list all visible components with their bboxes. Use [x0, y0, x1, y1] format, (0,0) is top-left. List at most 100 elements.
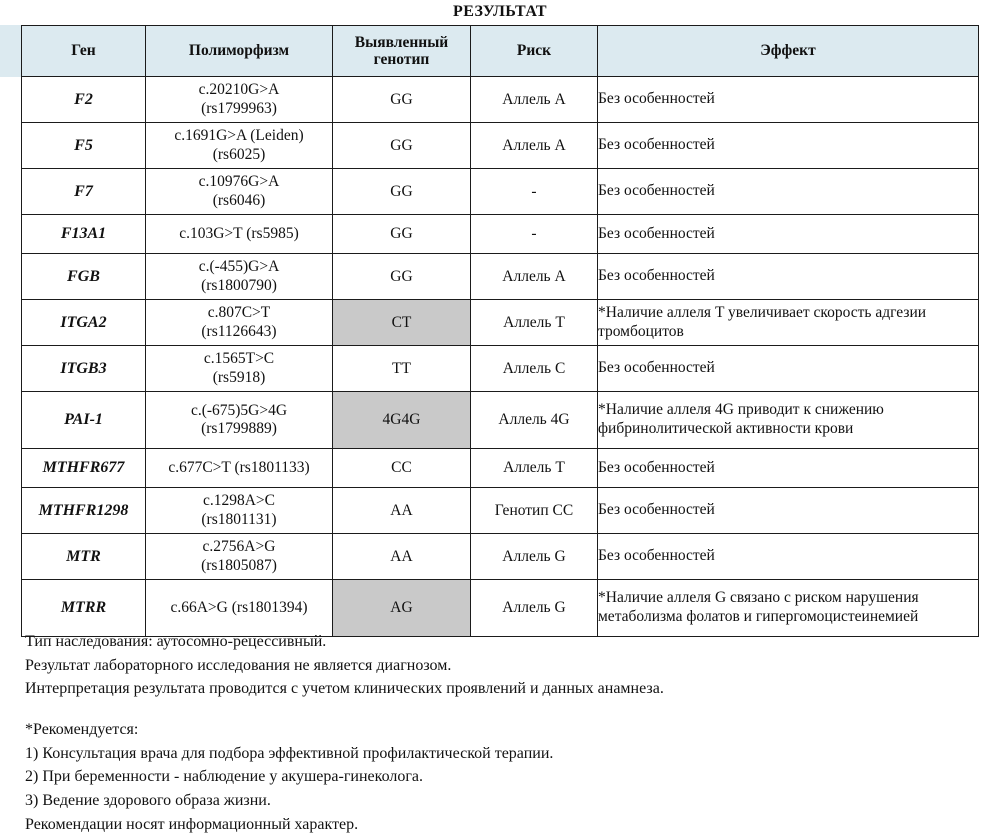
polymorphism-line2: (rs6025)	[212, 145, 266, 163]
polymorphism-line1: c.(-675)5G>4G	[190, 401, 288, 419]
cell-effect: Без особенностей	[597, 345, 979, 392]
cell-gene: F5	[21, 122, 146, 169]
cell-gene: F13A1	[21, 214, 146, 254]
column-header-polymorphism: Полиморфизм	[145, 25, 333, 77]
table-row: MTHFR1298 c.1298A>C (rs1801131) AA Генотип C…	[21, 487, 979, 534]
cell-effect: Без особенностей	[597, 214, 979, 254]
cell-genotype: CC	[332, 448, 471, 488]
notes-spacer	[25, 701, 965, 718]
polymorphism-line1: c.103G>T (rs5985)	[179, 224, 299, 242]
cell-gene: ITGA2	[21, 299, 146, 346]
table-row: FGB c.(-455)G>A (rs1800790) GG Аллель A Без о…	[21, 253, 979, 300]
cell-risk: Аллель A	[470, 76, 598, 123]
polymorphism-line1: c.66A>G (rs1801394)	[170, 598, 308, 616]
cell-polymorphism: c.1298A>C (rs1801131)	[145, 487, 333, 534]
polymorphism-line1: c.2756A>G	[202, 538, 276, 556]
cell-genotype: GG	[332, 168, 471, 215]
cell-polymorphism: c.807C>T (rs1126643)	[145, 299, 333, 346]
cell-effect: Без особенностей	[597, 122, 979, 169]
cell-genotype: GG	[332, 122, 471, 169]
cell-risk: Аллель A	[470, 122, 598, 169]
cell-effect: Без особенностей	[597, 533, 979, 580]
recommendation-line: *Рекомендуется:	[25, 721, 139, 739]
cell-risk: Генотип CC	[470, 487, 598, 534]
page-title: РЕЗУЛЬТАТ	[453, 3, 547, 20]
column-header-risk: Риск	[470, 25, 598, 77]
cell-risk: Аллель G	[470, 533, 598, 580]
column-header-effect: Эффект	[597, 25, 979, 77]
cell-polymorphism: c.103G>T (rs5985)	[145, 214, 333, 254]
polymorphism-line2: (rs1801131)	[201, 510, 277, 528]
cell-effect: Без особенностей	[597, 487, 979, 534]
table-row: F2 c.20210G>A (rs1799963) GG Аллель A Без осо…	[21, 76, 979, 123]
cell-gene: MTR	[21, 533, 146, 580]
table-row: MTR c.2756A>G (rs1805087) AA Аллель G Без осо…	[21, 533, 979, 580]
table-header: Ген Полиморфизм Выявленный генотип Риск …	[21, 25, 979, 77]
cell-polymorphism: c.(-675)5G>4G (rs1799889)	[145, 391, 333, 449]
table-row: ITGA2 c.807C>T (rs1126643) CT Аллель T *Налич…	[21, 299, 979, 346]
cell-effect: Без особенностей	[597, 168, 979, 215]
cell-polymorphism: c.66A>G (rs1801394)	[145, 579, 333, 637]
cell-genotype: GG	[332, 76, 471, 123]
table-row: MTHFR677 c.677C>T (rs1801133) CC Аллель T Бе…	[21, 448, 979, 488]
polymorphism-line2: (rs1799963)	[201, 99, 277, 117]
cell-gene: FGB	[21, 253, 146, 300]
cell-risk: Аллель T	[470, 448, 598, 488]
polymorphism-line2: (rs1805087)	[201, 556, 277, 574]
cell-polymorphism: c.20210G>A (rs1799963)	[145, 76, 333, 123]
cell-gene: ITGB3	[21, 345, 146, 392]
polymorphism-line1: c.807C>T	[207, 304, 271, 322]
cell-polymorphism: c.10976G>A (rs6046)	[145, 168, 333, 215]
cell-risk: Аллель G	[470, 579, 598, 637]
cell-risk: -	[470, 168, 598, 215]
polymorphism-line2: (rs1126643)	[201, 322, 277, 340]
cell-risk: Аллель 4G	[470, 391, 598, 449]
note-line: Результат лабораторного исследования не …	[25, 656, 452, 674]
column-header-gene: Ген	[21, 25, 146, 77]
polymorphism-line1: c.(-455)G>A	[198, 258, 280, 276]
cell-gene: MTRR	[21, 579, 146, 637]
polymorphism-line2: (rs1800790)	[201, 276, 277, 294]
polymorphism-line1: c.10976G>A	[198, 173, 280, 191]
cell-polymorphism: c.1565T>C (rs5918)	[145, 345, 333, 392]
note-line: Тип наследования: аутосомно-рецессивный.	[25, 633, 327, 650]
recommendation-line: Рекомендации носят информационный характ…	[25, 815, 359, 833]
cell-polymorphism: c.677C>T (rs1801133)	[145, 448, 333, 488]
cell-genotype: GG	[332, 253, 471, 300]
cell-gene: MTHFR1298	[21, 487, 146, 534]
cell-effect: *Наличие аллеля G связано с риском наруш…	[597, 579, 979, 637]
result-table-container: Ген Полиморфизм Выявленный генотип Риск …	[21, 25, 979, 637]
cell-gene: F2	[21, 76, 146, 123]
cell-effect: *Наличие аллеля T увеличивает скорость а…	[597, 299, 979, 346]
cell-gene: F7	[21, 168, 146, 215]
polymorphism-line1: c.20210G>A	[198, 81, 280, 99]
cell-genotype-highlighted: AG	[332, 579, 471, 637]
cell-genotype: GG	[332, 214, 471, 254]
recommendation-line: 1) Консультация врача для подбора эффект…	[25, 744, 554, 762]
polymorphism-line2: (rs5918)	[212, 368, 266, 386]
cell-genotype: AA	[332, 487, 471, 534]
cell-risk: Аллель T	[470, 299, 598, 346]
cell-effect: Без особенностей	[597, 76, 979, 123]
cell-risk: -	[470, 214, 598, 254]
table-row: PAI-1 c.(-675)5G>4G (rs1799889) 4G4G Аллель …	[21, 391, 979, 449]
polymorphism-line1: c.1565T>C	[203, 350, 275, 368]
cell-gene: MTHFR677	[21, 448, 146, 488]
note-line: Интерпретация результата проводится с уч…	[25, 680, 664, 698]
table-row: F5 c.1691G>A (Leiden) (rs6025) GG Аллель A Бе…	[21, 122, 979, 169]
cell-polymorphism: c.1691G>A (Leiden) (rs6025)	[145, 122, 333, 169]
polymorphism-line1: c.1298A>C	[202, 492, 276, 510]
column-header-genotype: Выявленный генотип	[332, 25, 471, 77]
footer-notes: Тип наследования: аутосомно-рецессивный.…	[25, 630, 965, 836]
cell-genotype: AA	[332, 533, 471, 580]
cell-gene: PAI-1	[21, 391, 146, 449]
genetic-result-table: Ген Полиморфизм Выявленный генотип Риск …	[21, 25, 979, 637]
cell-genotype-highlighted: CT	[332, 299, 471, 346]
notes-block-inheritance: Тип наследования: аутосомно-рецессивный.…	[25, 630, 965, 701]
cell-genotype-highlighted: 4G4G	[332, 391, 471, 449]
column-header-genotype-line1: Выявленный	[354, 33, 449, 51]
cell-risk: Аллель A	[470, 253, 598, 300]
cell-effect: Без особенностей	[597, 448, 979, 488]
polymorphism-line2: (rs6046)	[212, 191, 266, 209]
cell-genotype: TT	[332, 345, 471, 392]
